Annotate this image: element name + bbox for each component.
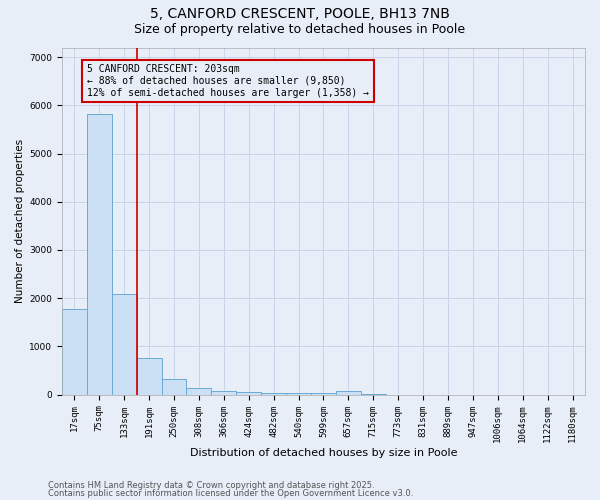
Text: Contains public sector information licensed under the Open Government Licence v3: Contains public sector information licen… <box>48 489 413 498</box>
Text: Size of property relative to detached houses in Poole: Size of property relative to detached ho… <box>134 22 466 36</box>
Y-axis label: Number of detached properties: Number of detached properties <box>15 139 25 303</box>
Bar <box>211 391 236 394</box>
Bar <box>112 294 137 394</box>
Bar <box>236 392 261 394</box>
Bar <box>187 388 211 394</box>
Bar <box>336 392 361 394</box>
Bar <box>87 114 112 394</box>
Bar <box>286 393 311 394</box>
Bar <box>62 309 87 394</box>
Bar <box>137 358 161 394</box>
Text: 5 CANFORD CRESCENT: 203sqm
← 88% of detached houses are smaller (9,850)
12% of s: 5 CANFORD CRESCENT: 203sqm ← 88% of deta… <box>87 64 369 98</box>
Text: 5, CANFORD CRESCENT, POOLE, BH13 7NB: 5, CANFORD CRESCENT, POOLE, BH13 7NB <box>150 8 450 22</box>
Text: Contains HM Land Registry data © Crown copyright and database right 2025.: Contains HM Land Registry data © Crown c… <box>48 480 374 490</box>
X-axis label: Distribution of detached houses by size in Poole: Distribution of detached houses by size … <box>190 448 457 458</box>
Bar <box>161 378 187 394</box>
Bar <box>261 392 286 394</box>
